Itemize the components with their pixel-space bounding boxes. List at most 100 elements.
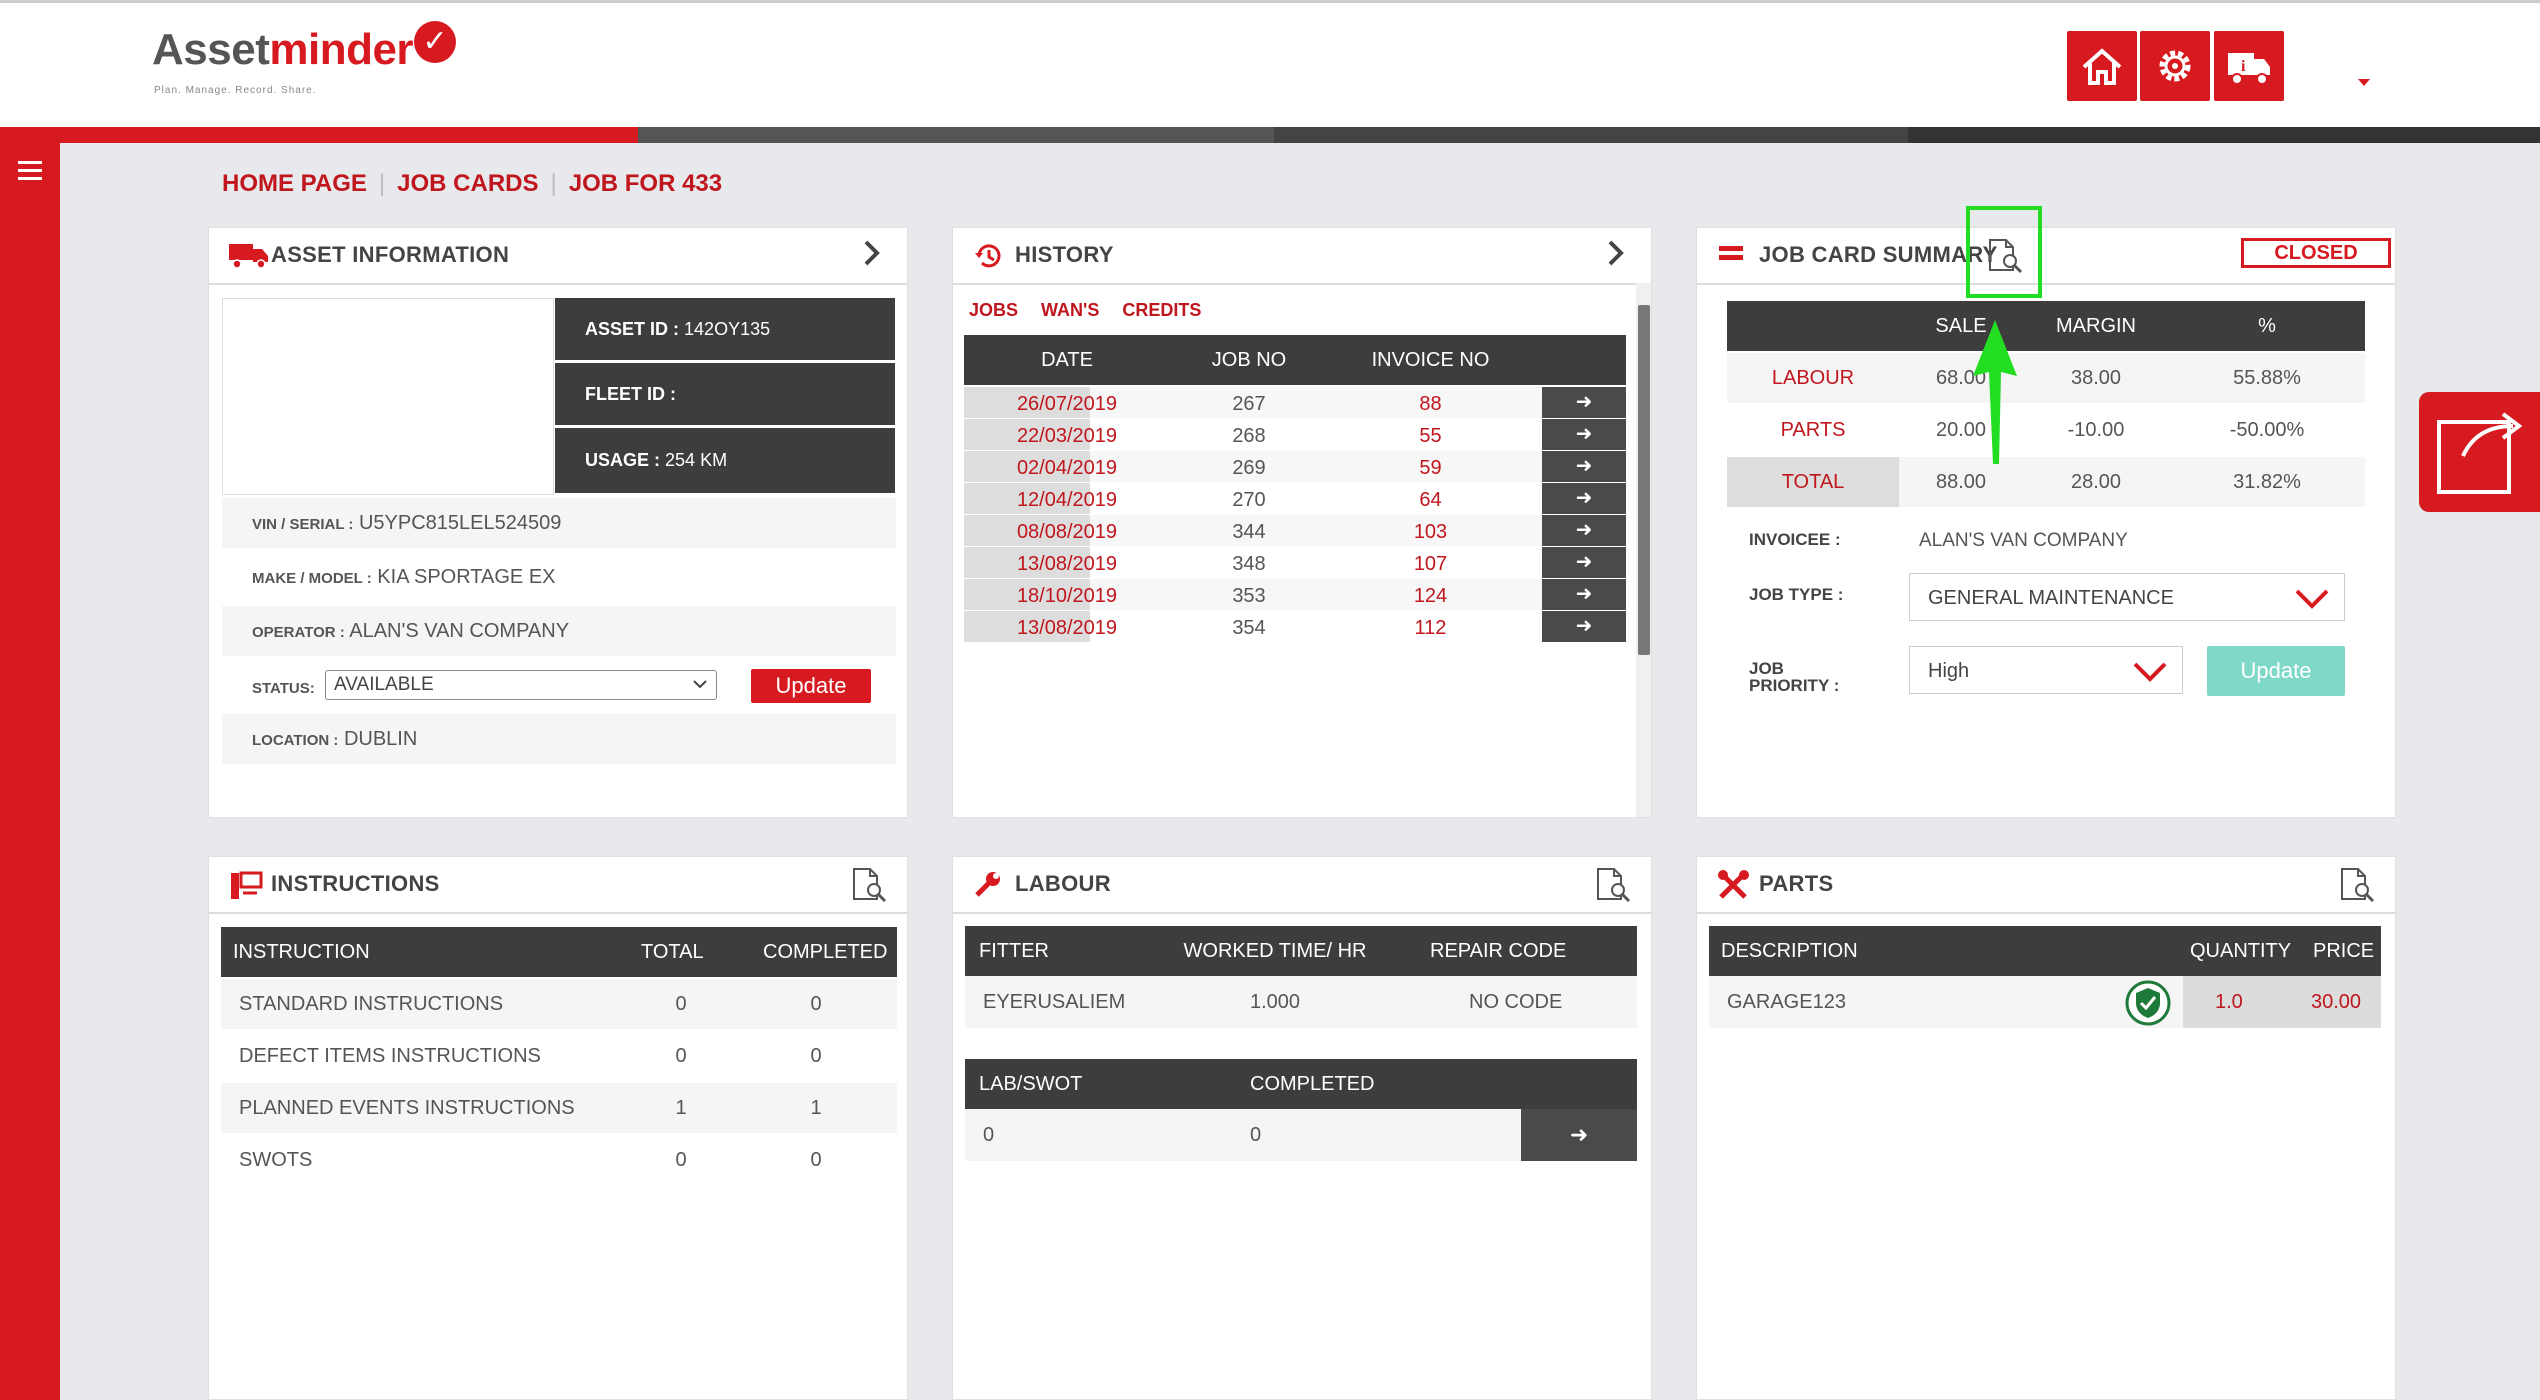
history-job-no: 267 <box>1232 393 1266 415</box>
history-date: 13/08/2019 <box>1016 553 1118 575</box>
assetminder-logo[interactable]: Assetminder ✓ Plan. Manage. Record. Shar… <box>152 21 456 96</box>
asset-information-panel: ASSET INFORMATION ASSET ID : 142OY135 FL… <box>208 227 908 818</box>
tab-jobs[interactable]: JOBS <box>969 300 1019 320</box>
history-tabs: JOBS WAN'S CREDITS <box>969 300 1201 321</box>
side-action-tab[interactable] <box>2419 392 2540 512</box>
header-stripe-darkgrey <box>1274 127 1908 143</box>
van-info-icon: i <box>2228 53 2270 85</box>
annotation-arrow-icon <box>1973 320 2017 464</box>
breadcrumb-home[interactable]: HOME PAGE <box>222 170 367 197</box>
job-update-button[interactable]: Update <box>2207 646 2345 696</box>
history-row[interactable]: 22/03/2019 268 55 ➜ <box>964 419 1626 450</box>
invoicee-value: ALAN'S VAN COMPANY <box>1919 530 2128 551</box>
history-date-cell-bg <box>964 387 1090 418</box>
header-stripe-red <box>0 127 638 143</box>
history-row[interactable]: 18/10/2019 353 124 ➜ <box>964 579 1626 610</box>
job-priority-select[interactable]: High <box>1909 646 2183 694</box>
history-open-button[interactable]: ➜ <box>1542 611 1626 642</box>
breadcrumb-job[interactable]: JOB FOR 433 <box>568 170 723 197</box>
history-date: 12/04/2019 <box>1016 489 1118 511</box>
history-scrollbar[interactable] <box>1636 283 1651 817</box>
history-invoice-no: 112 <box>1414 617 1447 639</box>
summary-margin: 28.00 <box>2070 471 2122 493</box>
history-open-button[interactable]: ➜ <box>1542 579 1626 610</box>
arrow-right-icon: ➜ <box>1575 615 1593 637</box>
job-type-label: JOB TYPE : <box>1749 585 1844 604</box>
history-open-button[interactable]: ➜ <box>1542 387 1626 418</box>
document-search-icon[interactable] <box>851 867 889 903</box>
lab-swot-table-header: LAB/SWOT COMPLETED <box>965 1059 1637 1109</box>
summary-margin: -10.00 <box>2067 419 2125 441</box>
parts-row: GARAGE123 1.0 30.00 <box>1709 976 2381 1028</box>
home-button[interactable] <box>2067 31 2137 101</box>
parts-qty-price-cell: 1.0 30.00 <box>2183 976 2381 1028</box>
history-open-button[interactable]: ➜ <box>1542 451 1626 482</box>
history-row[interactable]: 08/08/2019 344 103 ➜ <box>964 515 1626 546</box>
document-search-icon[interactable] <box>1595 867 1633 903</box>
document-search-icon[interactable] <box>2339 867 2377 903</box>
chevron-right-icon[interactable] <box>857 238 887 268</box>
history-scrollbar-thumb[interactable] <box>1638 305 1650 655</box>
history-date-cell-bg <box>964 451 1090 482</box>
history-row[interactable]: 12/04/2019 270 64 ➜ <box>964 483 1626 514</box>
operator-row: OPERATOR : ALAN'S VAN COMPANY <box>222 606 896 656</box>
parts-panel: PARTS DESCRIPTION QUANTITY PRICE GARAGE1… <box>1696 856 2396 1400</box>
instructions-panel: INSTRUCTIONS INSTRUCTION TOTAL COMPLETED… <box>208 856 908 1400</box>
document-search-icon[interactable] <box>1987 238 2025 274</box>
svg-text:i: i <box>2241 58 2246 75</box>
status-update-button[interactable]: Update <box>751 669 871 703</box>
history-row[interactable]: 26/07/2019 267 88 ➜ <box>964 387 1626 418</box>
logo-tagline: Plan. Manage. Record. Share. <box>154 85 317 96</box>
summary-table-header: SALE MARGIN % <box>1727 301 2365 351</box>
logo-wordmark: Assetminder <box>152 25 414 74</box>
history-date: 18/10/2019 <box>1016 585 1118 607</box>
job-type-select[interactable]: GENERAL MAINTENANCE <box>1909 573 2345 621</box>
instructions-table-header: INSTRUCTION TOTAL COMPLETED <box>221 927 897 977</box>
history-clock-icon <box>975 244 1001 268</box>
history-open-button[interactable]: ➜ <box>1542 515 1626 546</box>
instruction-total: 0 <box>675 993 687 1015</box>
labour-row: EYERUSALIEM 1.000 NO CODE <box>965 976 1637 1028</box>
history-date-cell-bg <box>964 419 1090 450</box>
history-date-cell-bg <box>964 579 1090 610</box>
settings-button[interactable] <box>2140 31 2210 101</box>
status-select[interactable]: AVAILABLE <box>325 670 717 700</box>
user-menu-caret-icon[interactable] <box>2358 79 2370 86</box>
list-icon <box>1719 246 1743 260</box>
instruction-name: PLANNED EVENTS INSTRUCTIONS <box>239 1097 575 1119</box>
summary-sale: 68.00 <box>1935 367 1987 389</box>
history-date: 02/04/2019 <box>1016 457 1118 479</box>
chevron-down-icon <box>2295 589 2329 609</box>
chevron-right-icon[interactable] <box>1601 238 1631 268</box>
settings-gear-icon <box>2159 50 2191 82</box>
history-date-cell-bg <box>964 547 1090 578</box>
breadcrumb-job-cards[interactable]: JOB CARDS <box>397 170 539 197</box>
job-priority-label: JOB PRIORITY : <box>1749 659 1840 695</box>
tab-wans[interactable]: WAN'S <box>1041 300 1100 320</box>
arrow-right-icon: ➜ <box>1575 391 1593 413</box>
history-row[interactable]: 13/08/2019 354 112 ➜ <box>964 611 1626 642</box>
history-invoice-no: 64 <box>1419 489 1442 511</box>
vehicle-info-button[interactable]: i <box>2214 31 2284 101</box>
history-row[interactable]: 02/04/2019 269 59 ➜ <box>964 451 1626 482</box>
summary-percent: -50.00% <box>2229 419 2305 441</box>
history-row[interactable]: 13/08/2019 348 107 ➜ <box>964 547 1626 578</box>
summary-label-cell <box>1727 457 1899 507</box>
instruction-completed: 0 <box>810 1045 822 1067</box>
instruction-total: 1 <box>675 1097 687 1119</box>
history-open-button[interactable]: ➜ <box>1542 419 1626 450</box>
history-open-button[interactable]: ➜ <box>1542 483 1626 514</box>
instruction-row: PLANNED EVENTS INSTRUCTIONS 1 1 <box>221 1083 897 1133</box>
history-invoice-no: 59 <box>1419 457 1442 479</box>
summary-percent: 55.88% <box>2233 367 2301 389</box>
history-invoice-no: 124 <box>1413 585 1448 607</box>
lab-swot-open-button[interactable]: ➜ <box>1521 1109 1637 1161</box>
history-job-no: 270 <box>1232 489 1266 511</box>
arrow-right-icon: ➜ <box>1575 583 1593 605</box>
tab-credits[interactable]: CREDITS <box>1122 300 1202 320</box>
summary-sale: 88.00 <box>1935 471 1987 493</box>
summary-row: PARTS 20.00 -10.00 -50.00% <box>1727 405 2365 455</box>
breadcrumb: HOME PAGE | JOB CARDS | JOB FOR 433 <box>222 170 723 197</box>
history-open-button[interactable]: ➜ <box>1542 547 1626 578</box>
hamburger-menu-icon[interactable] <box>18 161 42 185</box>
